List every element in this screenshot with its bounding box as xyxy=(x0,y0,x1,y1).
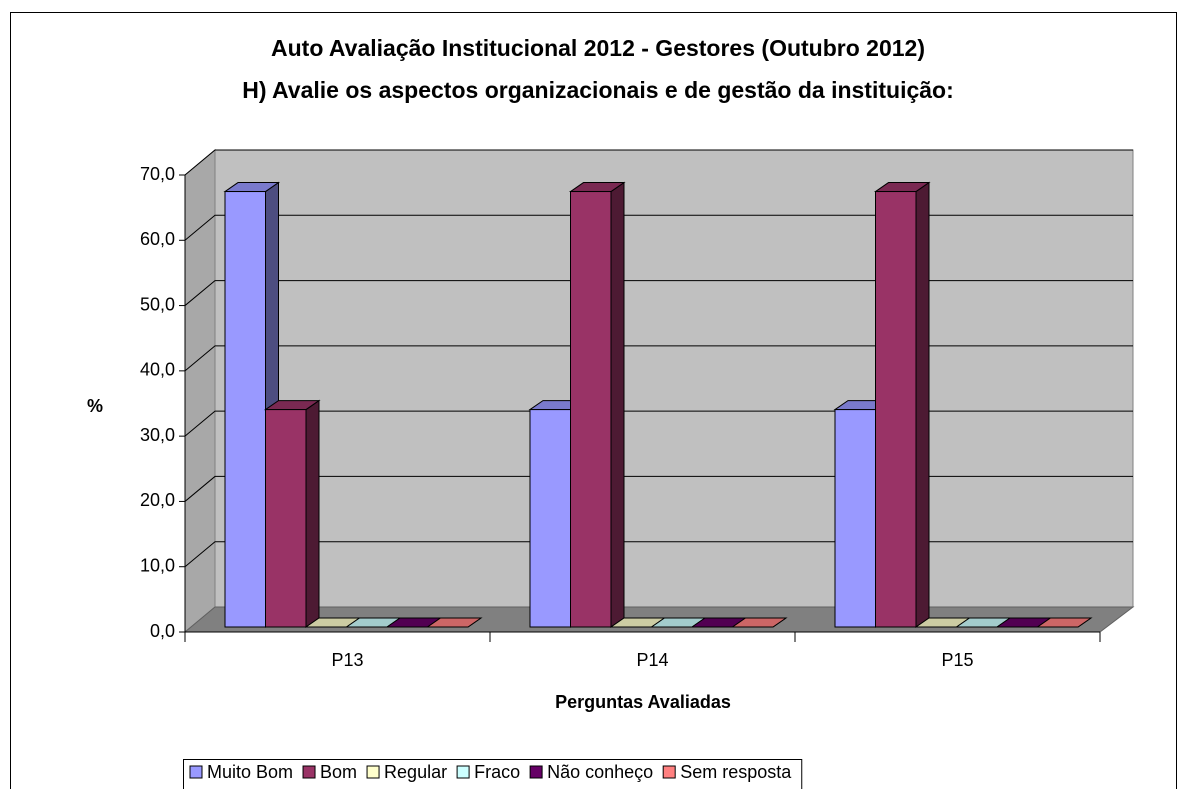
bar xyxy=(1035,617,1093,628)
legend-label: Não conheço xyxy=(547,762,653,782)
y-tick-label: 60,0 xyxy=(140,229,175,249)
grid-line xyxy=(184,280,1133,306)
legend-label: Bom xyxy=(320,762,357,782)
bar-top xyxy=(425,617,483,628)
y-tick-label: 70,0 xyxy=(140,164,175,184)
legend-label: Fraco xyxy=(474,762,520,782)
y-tick-label: 0,0 xyxy=(150,621,175,641)
bar-front xyxy=(224,191,266,628)
grid-line xyxy=(184,345,1133,372)
bar-side xyxy=(610,181,625,628)
bar xyxy=(568,181,626,628)
y-tick-label: 30,0 xyxy=(140,425,175,445)
grid-line xyxy=(184,214,1133,241)
y-tick-label: 40,0 xyxy=(140,360,175,380)
bar xyxy=(425,617,483,628)
x-tick-label: P13 xyxy=(331,650,363,670)
bar-front xyxy=(265,409,307,628)
bar-side xyxy=(305,399,320,628)
bar-side xyxy=(915,181,930,628)
legend-label: Regular xyxy=(384,762,447,782)
legend-box xyxy=(183,759,803,789)
legend-label: Sem resposta xyxy=(680,762,792,782)
bar-top xyxy=(730,617,788,628)
legend-swatch xyxy=(662,765,676,779)
grid-line xyxy=(184,410,1133,437)
legend-swatch xyxy=(456,765,470,779)
side-wall xyxy=(184,148,216,634)
legend-swatch xyxy=(529,765,543,779)
chart-title: Auto Avaliação Institucional 2012 - Gest… xyxy=(271,35,925,61)
bar-front xyxy=(875,191,917,628)
legend-swatch xyxy=(189,765,203,779)
y-axis-label: % xyxy=(87,396,103,416)
bar xyxy=(873,181,931,628)
y-tick-label: 20,0 xyxy=(140,490,175,510)
bar-front xyxy=(570,191,612,628)
x-tick-label: P14 xyxy=(636,650,668,670)
y-tick-label: 50,0 xyxy=(140,294,175,314)
legend-label: Muito Bom xyxy=(207,762,293,782)
grid-line xyxy=(184,149,1133,176)
x-tick-label: P15 xyxy=(941,650,973,670)
bar xyxy=(263,399,321,628)
y-tick-label: 10,0 xyxy=(140,555,175,575)
legend-swatch xyxy=(366,765,380,779)
bar xyxy=(730,617,788,628)
back-wall xyxy=(214,149,1134,608)
x-axis-label: Perguntas Avaliadas xyxy=(555,692,731,712)
bar-top xyxy=(1035,617,1093,628)
grid-line xyxy=(184,475,1133,502)
grid-line xyxy=(184,541,1133,568)
legend: Muito Bom Bom Regular Fraco Não conheço Sem r… xyxy=(183,759,803,789)
bar-front xyxy=(834,409,876,628)
chart-subtitle: H) Avalie os aspectos organizacionais e … xyxy=(242,77,954,103)
bar-front xyxy=(529,409,571,628)
legend-swatch xyxy=(302,765,316,779)
